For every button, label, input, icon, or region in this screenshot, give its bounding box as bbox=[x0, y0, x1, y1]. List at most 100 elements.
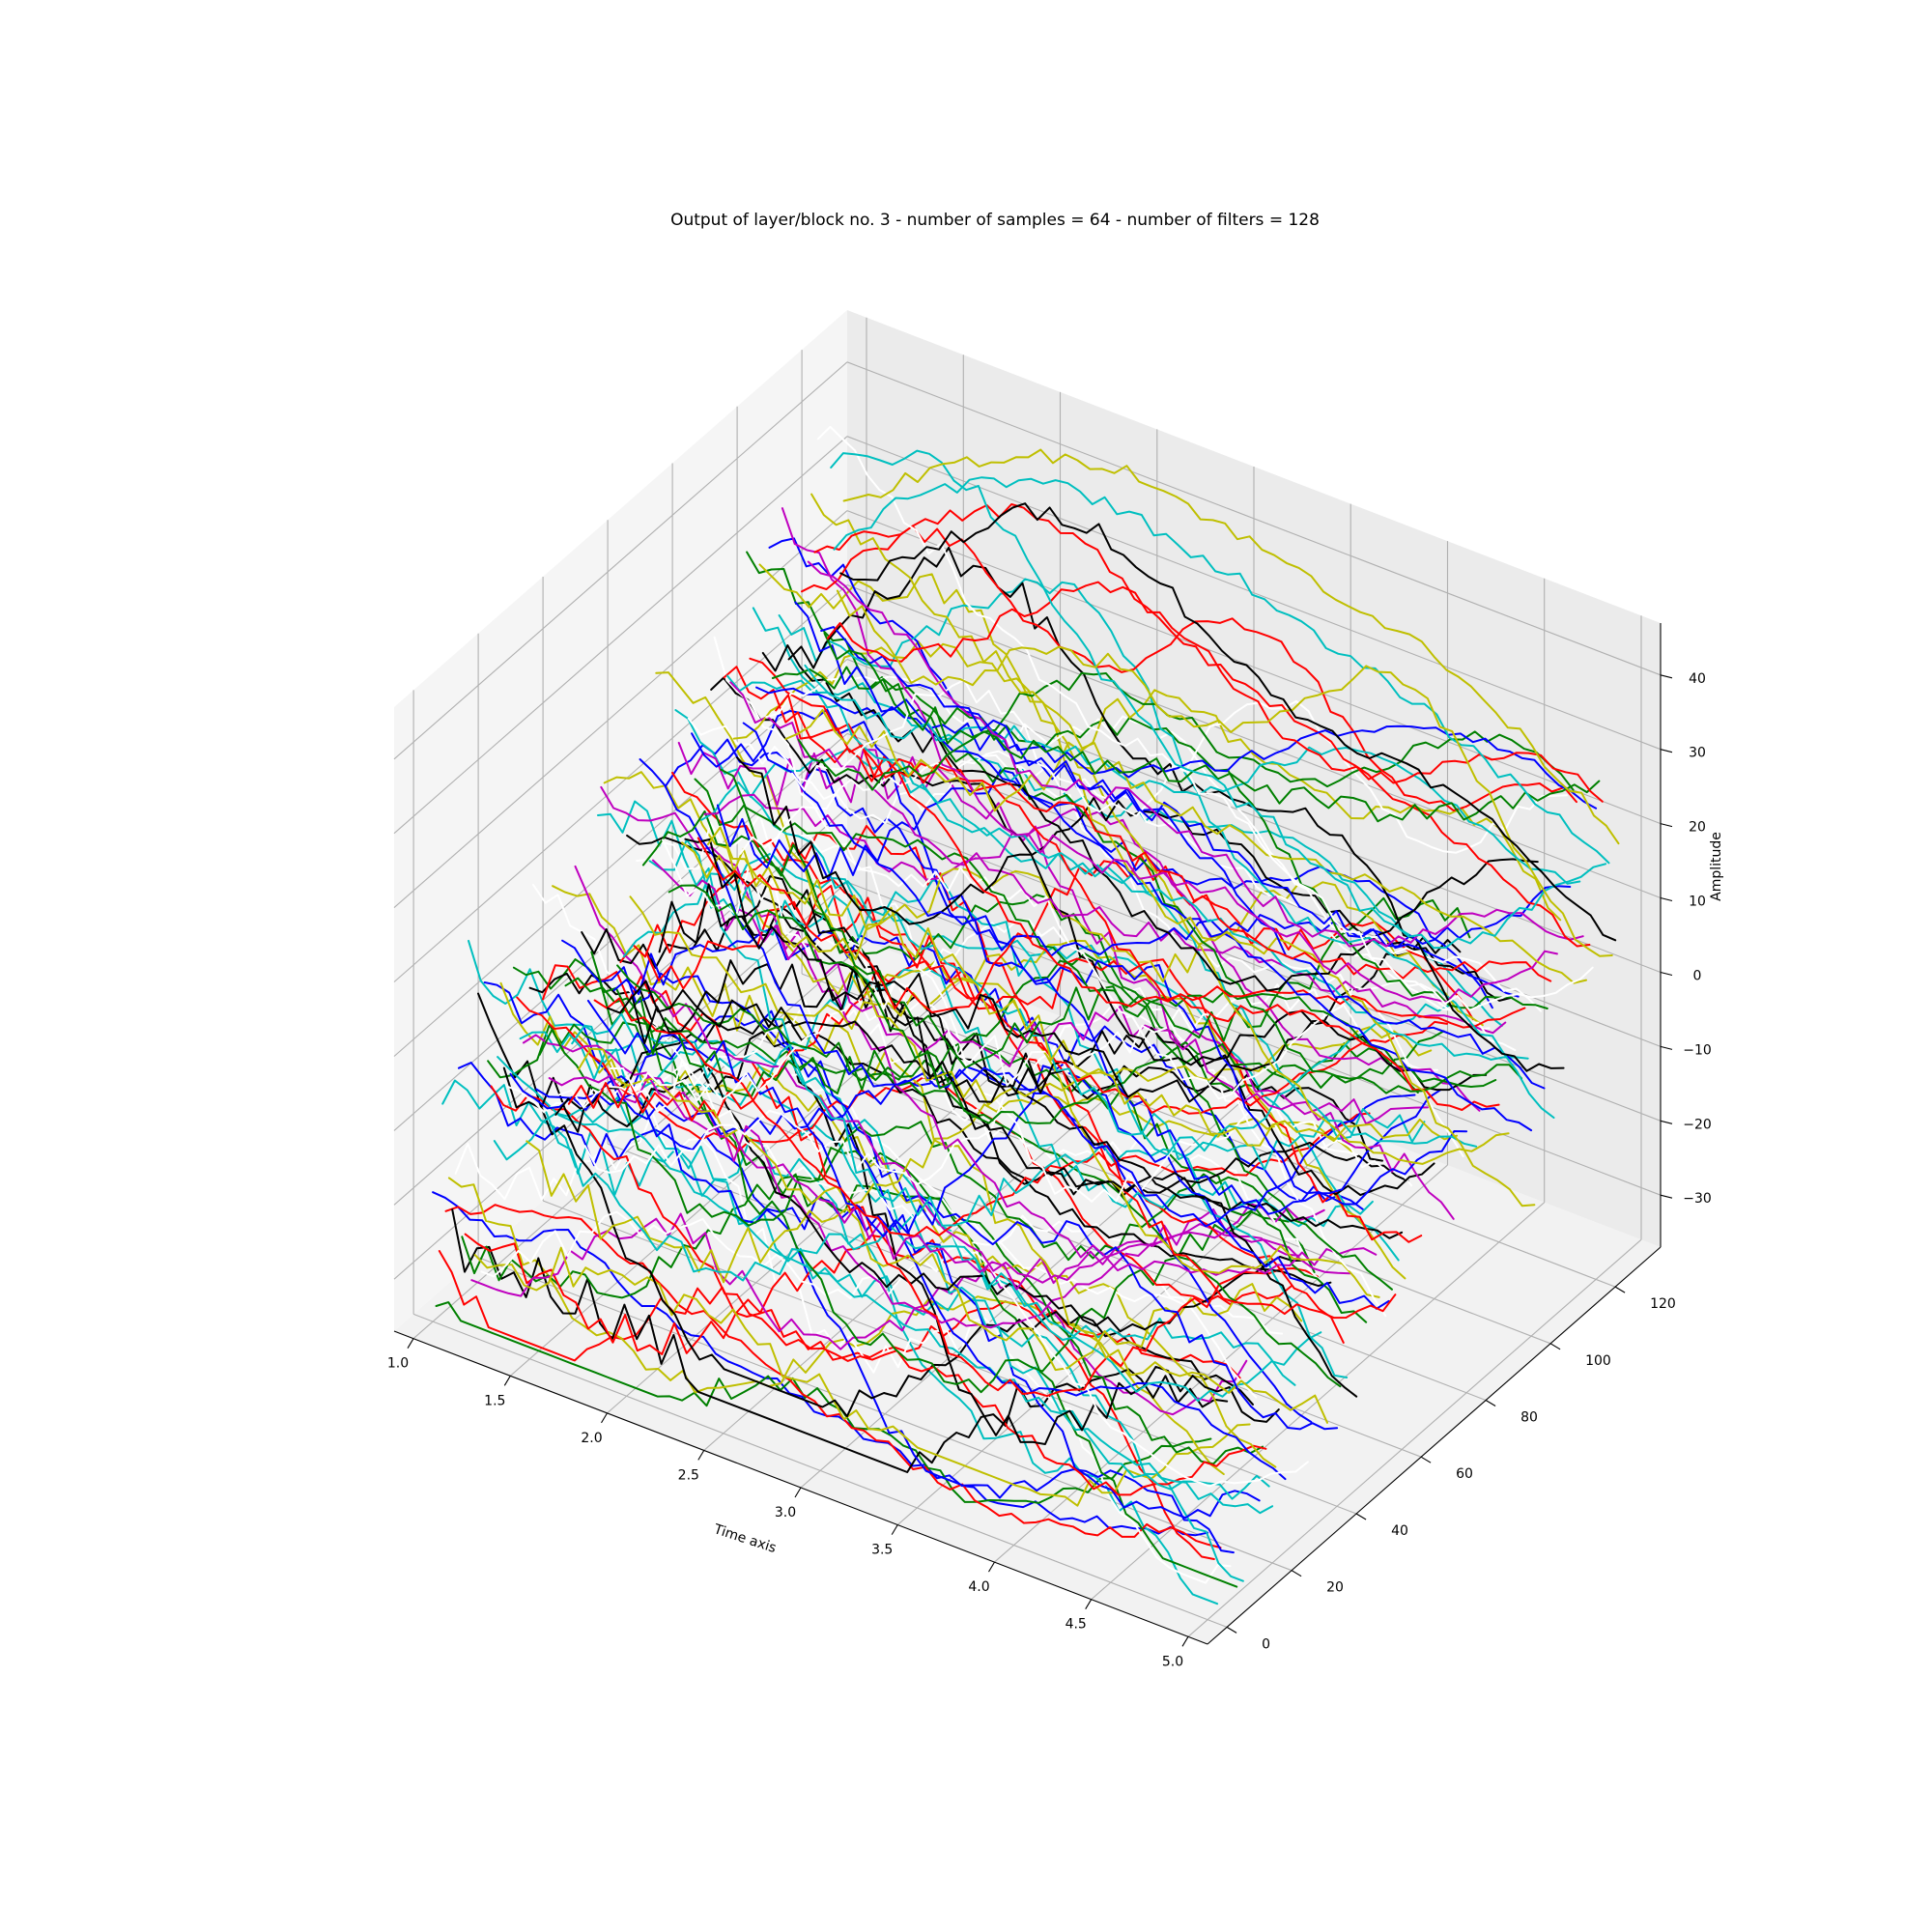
series-line-filter-60 bbox=[626, 834, 1404, 1239]
y-tick-mark bbox=[1291, 1570, 1302, 1577]
series-line-filter-93 bbox=[732, 640, 1510, 1165]
series-line-filter-9 bbox=[461, 1147, 1238, 1588]
series-line-filter-5 bbox=[447, 1177, 1225, 1475]
z-tick-label: 20 bbox=[1689, 820, 1706, 836]
series-line-filter-89 bbox=[720, 768, 1497, 1088]
series-line-filter-17 bbox=[487, 1021, 1264, 1465]
series-line-filter-97 bbox=[746, 551, 1522, 1094]
series-line-filter-43 bbox=[571, 968, 1349, 1378]
y-tick-mark bbox=[1485, 1400, 1496, 1406]
series-line-filter-26 bbox=[516, 996, 1293, 1306]
series-line-filter-98 bbox=[749, 657, 1526, 1029]
y-tick-mark bbox=[1355, 1513, 1367, 1520]
series-line-filter-63 bbox=[636, 813, 1413, 1203]
series-line-filter-87 bbox=[713, 636, 1491, 1100]
series-line-filter-20 bbox=[497, 1056, 1274, 1515]
x-grid-floor bbox=[607, 1015, 1061, 1414]
series-line-filter-96 bbox=[742, 722, 1520, 998]
x-tick-mark bbox=[1085, 1599, 1093, 1609]
x-tick-mark bbox=[601, 1412, 608, 1424]
x-tick-mark bbox=[697, 1450, 705, 1461]
z-tick-mark bbox=[1660, 1194, 1673, 1199]
z-tick-mark bbox=[1660, 1120, 1673, 1124]
series-line-filter-102 bbox=[761, 644, 1539, 992]
series-line-filter-117 bbox=[810, 493, 1587, 984]
series-line-filter-62 bbox=[632, 980, 1409, 1192]
series-line-filter-124 bbox=[833, 476, 1610, 865]
z-grid-side bbox=[393, 732, 848, 1131]
series-line-filter-109 bbox=[784, 689, 1562, 922]
series-line-filter-79 bbox=[687, 717, 1464, 1157]
series-line-filter-51 bbox=[597, 800, 1374, 1228]
series-line-filter-22 bbox=[502, 1031, 1280, 1445]
y-tick-mark bbox=[1549, 1343, 1561, 1350]
series-line-filter-90 bbox=[723, 666, 1500, 1111]
z-tick-label: −30 bbox=[1683, 1191, 1712, 1207]
series-line-filter-67 bbox=[648, 838, 1426, 1171]
z-tick-mark bbox=[1660, 749, 1673, 753]
y-tick-label: 0 bbox=[1262, 1636, 1270, 1652]
series-line-filter-1 bbox=[435, 1301, 1212, 1504]
series-line-filter-56 bbox=[612, 926, 1390, 1310]
series-line-filter-119 bbox=[816, 425, 1594, 1011]
y-tick-mark bbox=[1226, 1626, 1237, 1634]
series-line-filter-73 bbox=[668, 884, 1445, 1124]
series-line-filter-114 bbox=[801, 525, 1577, 812]
y-tick-label: 120 bbox=[1650, 1296, 1676, 1312]
x-axis-label: Time axis bbox=[711, 1521, 778, 1556]
series-line-filter-0 bbox=[432, 1191, 1209, 1537]
x-tick-label: 2.0 bbox=[581, 1431, 602, 1446]
series-line-filter-68 bbox=[651, 859, 1429, 1125]
x-tick-label: 3.5 bbox=[871, 1543, 893, 1558]
x-tick-mark bbox=[988, 1561, 995, 1573]
series-line-filter-53 bbox=[603, 771, 1380, 1298]
series-line-filter-35 bbox=[545, 1111, 1322, 1403]
series-line-filter-25 bbox=[512, 958, 1290, 1394]
x-tick-mark bbox=[503, 1376, 511, 1386]
series-line-filter-122 bbox=[826, 581, 1604, 803]
series-line-filter-65 bbox=[641, 810, 1419, 1094]
series-line-filter-50 bbox=[593, 997, 1371, 1237]
x-tick-label: 5.0 bbox=[1162, 1654, 1183, 1669]
y-tick-mark bbox=[1614, 1286, 1626, 1293]
series-line-filter-27 bbox=[519, 1031, 1296, 1386]
series-line-filter-64 bbox=[639, 758, 1416, 1228]
z-tick-mark bbox=[1660, 823, 1673, 828]
series-line-filter-104 bbox=[768, 537, 1546, 1090]
y-tick-label: 80 bbox=[1520, 1410, 1538, 1426]
series-line-filter-121 bbox=[823, 632, 1601, 823]
series-line-filter-3 bbox=[441, 1079, 1219, 1605]
x-tick-label: 4.0 bbox=[968, 1579, 989, 1595]
x-grid-floor bbox=[896, 1127, 1351, 1526]
x-grid-floor bbox=[509, 978, 964, 1377]
series-line-filter-127 bbox=[842, 448, 1620, 845]
series-line-filter-55 bbox=[610, 919, 1387, 1318]
series-line-filter-116 bbox=[807, 560, 1584, 948]
x-tick-label: 1.0 bbox=[387, 1356, 409, 1372]
series-line-filter-125 bbox=[836, 589, 1613, 957]
series-line-filter-6 bbox=[451, 1208, 1229, 1473]
series-line-filter-31 bbox=[532, 884, 1309, 1488]
series-line-filter-54 bbox=[607, 959, 1383, 1162]
series-line-filter-85 bbox=[706, 826, 1484, 1027]
series-line-filter-110 bbox=[787, 546, 1565, 1072]
series-line-filter-95 bbox=[739, 750, 1517, 1051]
z-tick-label: −20 bbox=[1683, 1117, 1712, 1132]
y-tick-mark bbox=[1420, 1456, 1432, 1463]
y-axis-line bbox=[1207, 1246, 1662, 1645]
series-line-filter-42 bbox=[567, 959, 1345, 1344]
series-line-filter-84 bbox=[703, 793, 1481, 1112]
tick-labels: 1.01.52.02.53.03.54.04.55.00204060801001… bbox=[387, 671, 1712, 1670]
series-line-filter-112 bbox=[794, 601, 1572, 948]
series-line-filter-99 bbox=[752, 607, 1529, 1061]
axes-lines bbox=[393, 623, 1673, 1647]
z-tick-label: 0 bbox=[1693, 969, 1702, 984]
y-tick-label: 40 bbox=[1391, 1523, 1408, 1539]
x-tick-label: 4.5 bbox=[1065, 1617, 1087, 1633]
series-line-filter-39 bbox=[557, 999, 1335, 1294]
series-line-filter-44 bbox=[574, 865, 1351, 1284]
series-line-filter-88 bbox=[716, 769, 1493, 1009]
z-grid-back bbox=[846, 436, 1662, 751]
z-tick-mark bbox=[1660, 674, 1673, 679]
